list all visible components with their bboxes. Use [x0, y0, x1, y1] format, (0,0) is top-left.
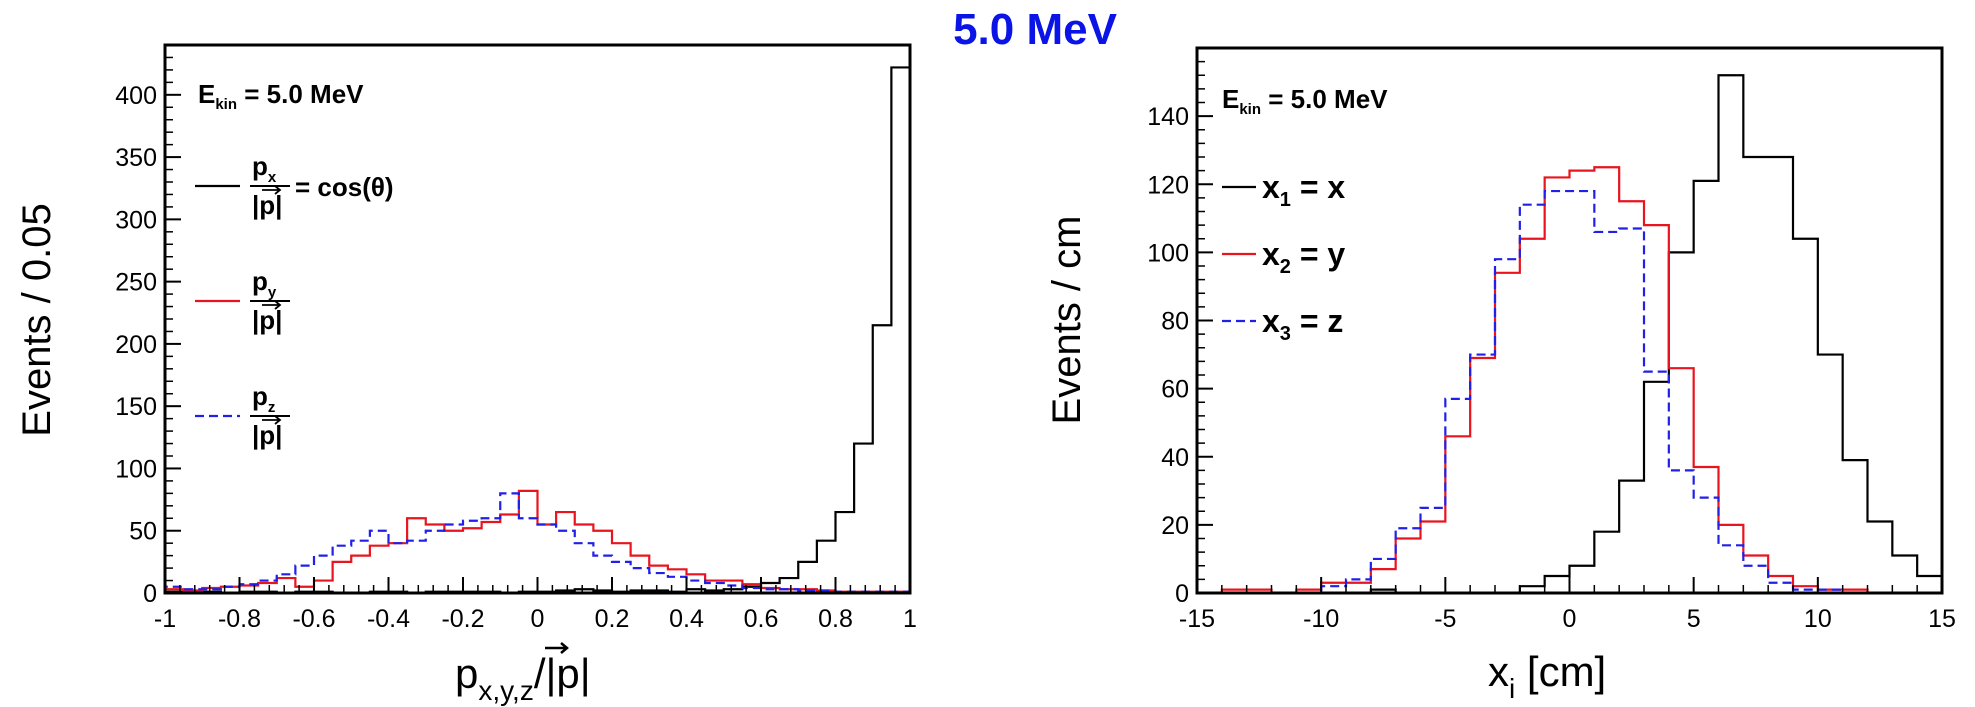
y-tick-label: 120 [1147, 171, 1189, 199]
legend-label: x1 = x [1262, 169, 1345, 211]
y-tick-label: 20 [1161, 512, 1189, 540]
vector-arrow-icon [262, 300, 282, 310]
histogram-series-2 [1197, 166, 1942, 595]
y-axis-label: Events / 0.05 [15, 203, 59, 436]
legend-denominator: |p| [252, 305, 282, 335]
histogram-series-3 [163, 492, 910, 593]
position-panel: -15 -10 -5 0 5 10 15 0 20 40 60 80 100 120 140 Events … [1045, 46, 1956, 704]
y-tick-label: 300 [115, 206, 157, 234]
vector-arrow-icon [545, 642, 569, 654]
legend-denominator: |p| [252, 420, 282, 450]
x-tick-label: 0.6 [744, 605, 779, 633]
y-axis-label: Events / cm [1045, 216, 1089, 425]
legend-label: x3 = z [1262, 303, 1343, 345]
x-tick-label: -15 [1179, 605, 1215, 633]
y-tick-label: 60 [1161, 376, 1189, 404]
histogram-series-3 [1197, 189, 1942, 595]
x-tick-label: 0.2 [595, 605, 630, 633]
x-tick-label: -10 [1303, 605, 1339, 633]
y-tick-label: 100 [115, 455, 157, 483]
vector-arrow-icon [262, 185, 282, 195]
legend-numerator: px [252, 151, 277, 186]
x-tick-label: 15 [1928, 605, 1956, 633]
x-tick-label: 5 [1687, 605, 1701, 633]
y-tick-label: 250 [115, 269, 157, 297]
y-tick-label: 100 [1147, 239, 1189, 267]
vector-arrow-icon [262, 415, 282, 425]
x-axis-label: xi [cm] [1488, 648, 1606, 704]
y-tick-label: 0 [143, 580, 157, 608]
x-tick-label: 0 [1563, 605, 1577, 633]
momentum-direction-panel: -1 -0.8 -0.6 -0.4 -0.2 0 0.2 0.4 0.6 0.8 1 0 50 100 15… [15, 43, 917, 706]
x-tick-label: 10 [1804, 605, 1832, 633]
x-tick-label: -0.2 [441, 605, 484, 633]
y-tick-label: 0 [1175, 580, 1189, 608]
energy-annotation: Ekin = 5.0 MeV [198, 79, 364, 113]
x-tick-label: 1 [903, 605, 917, 633]
y-tick-label: 50 [129, 518, 157, 546]
x-tick-label: -0.6 [292, 605, 335, 633]
y-tick-label: 80 [1161, 308, 1189, 336]
y-tick-label: 150 [115, 393, 157, 421]
energy-annotation: Ekin = 5.0 MeV [1222, 84, 1388, 118]
y-tick-label: 400 [115, 82, 157, 110]
x-tick-label: -0.4 [367, 605, 410, 633]
legend-denominator: |p| [252, 190, 282, 220]
x-tick-label: -1 [154, 605, 176, 633]
x-tick-label: 0.8 [818, 605, 853, 633]
legend-numerator: py [252, 266, 277, 301]
y-tick-label: 40 [1161, 444, 1189, 472]
x-tick-label: 0 [531, 605, 545, 633]
figure-title: 5.0 MeV [953, 5, 1118, 54]
legend: x1 = x x2 = y x3 = z [1222, 169, 1345, 345]
legend-suffix: = cos(θ) [295, 172, 394, 202]
x-tick-label: -0.8 [218, 605, 261, 633]
y-tick-label: 350 [115, 144, 157, 172]
legend: px |p| = cos(θ) py |p| pz |p| [195, 151, 394, 450]
x-tick-label: -5 [1434, 605, 1456, 633]
y-tick-label: 140 [1147, 103, 1189, 131]
x-axis-label: px,y,z/|p| [455, 650, 591, 706]
legend-label: x2 = y [1262, 236, 1345, 278]
y-tick-label: 200 [115, 331, 157, 359]
legend-numerator: pz [252, 381, 275, 416]
x-tick-label: 0.4 [669, 605, 704, 633]
